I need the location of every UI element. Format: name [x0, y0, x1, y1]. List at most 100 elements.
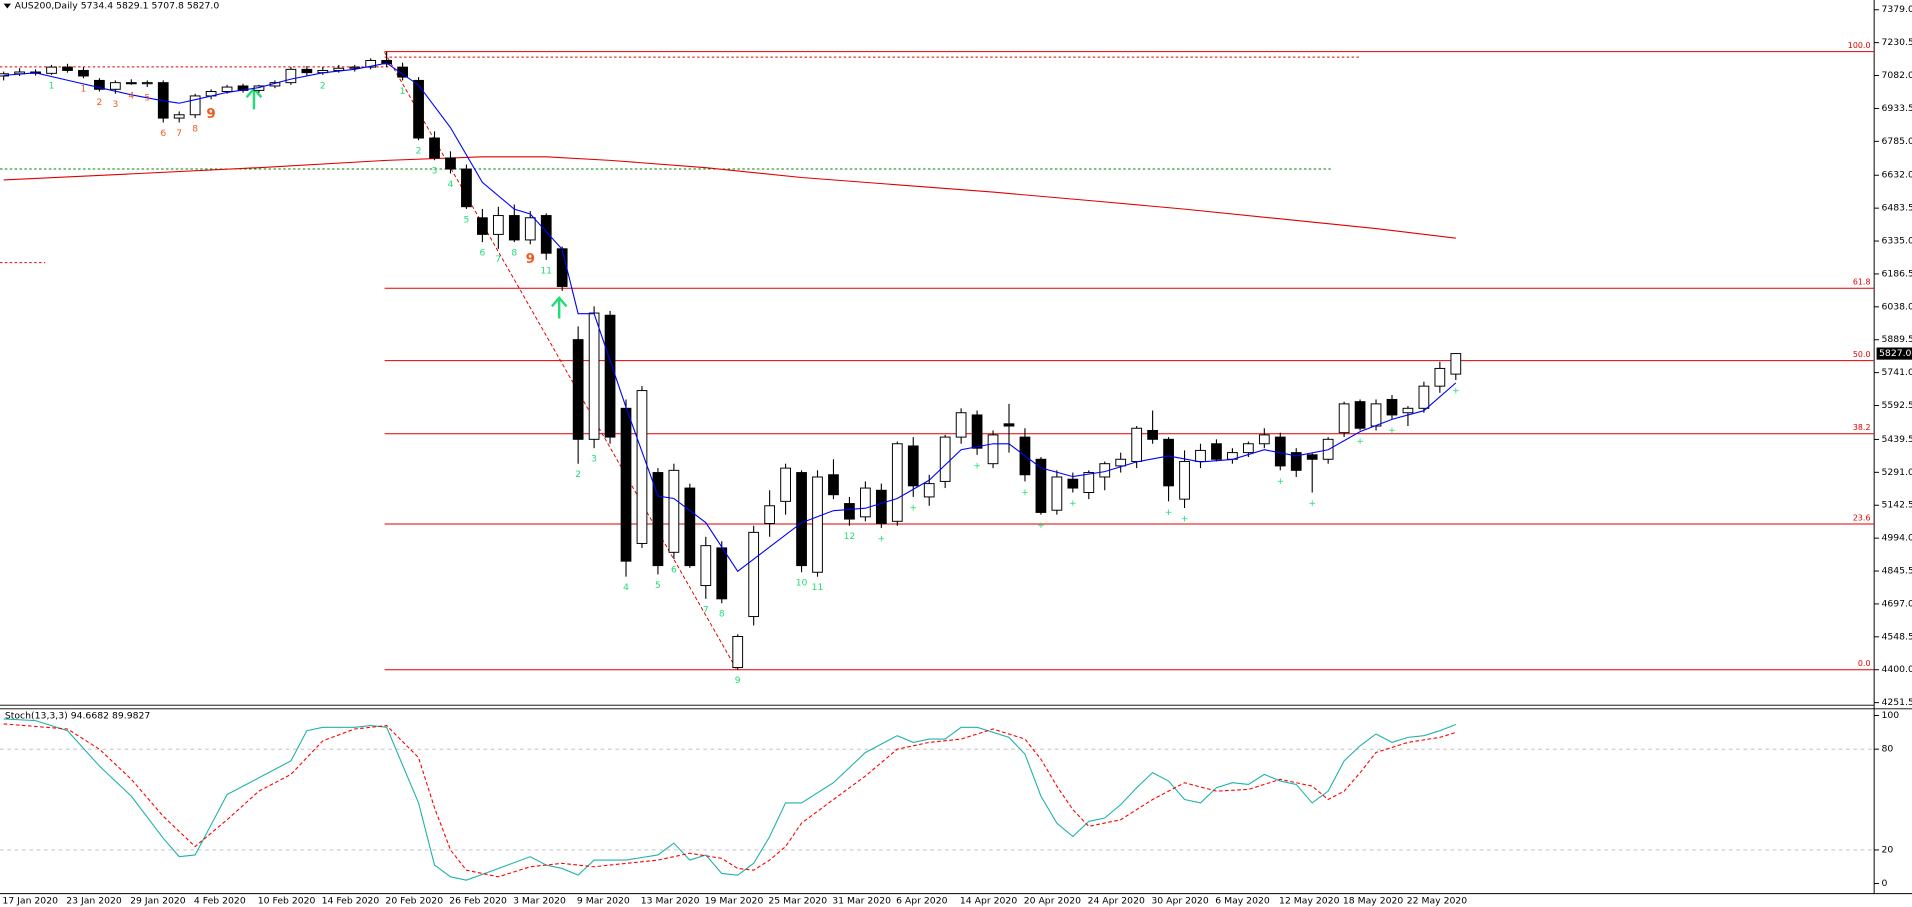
- candle-body: [173, 114, 185, 119]
- candle-body: [540, 215, 552, 254]
- candle-body: [461, 168, 472, 208]
- td-label: 1: [400, 87, 406, 97]
- candle-body: [907, 445, 919, 487]
- td-label: +: [1181, 514, 1189, 524]
- candle-body: [812, 476, 823, 573]
- x-tick-label: 25 Mar 2020: [768, 895, 827, 906]
- candle-body: [1386, 398, 1398, 416]
- td-label: 8: [192, 125, 198, 135]
- chart-title: AUS200,Daily 5734.4 5829.1 5707.8 5827.0: [15, 1, 220, 12]
- td-label: 4: [128, 91, 134, 101]
- candle-body: [891, 443, 903, 522]
- fib-label: 100.0: [1848, 41, 1871, 50]
- candle-body: [620, 407, 632, 562]
- candle-body: [796, 472, 807, 567]
- candle-body: [556, 248, 568, 287]
- y-tick-label: 6483.5: [1881, 203, 1912, 214]
- candle-body: [125, 82, 137, 85]
- fib-label: 38.2: [1853, 423, 1871, 432]
- candle-body: [844, 503, 855, 520]
- candle-body: [477, 217, 488, 235]
- td-label: +: [1356, 437, 1364, 447]
- candle-body: [524, 217, 536, 241]
- candle-body: [492, 215, 504, 235]
- x-tick-label: 22 May 2020: [1407, 895, 1468, 906]
- candle-body: [1306, 454, 1318, 460]
- fast-ma-line: [3, 62, 1457, 573]
- td-label: +: [1165, 508, 1173, 518]
- candle-body: [429, 137, 440, 159]
- candle-body: [971, 414, 983, 449]
- candle-body: [1434, 367, 1446, 387]
- fib-label: 0.0: [1858, 659, 1871, 668]
- x-tick-label: 10 Feb 2020: [258, 895, 316, 906]
- td-label: 9: [526, 252, 535, 267]
- td-label: 6: [479, 249, 485, 259]
- candle-body: [875, 489, 887, 524]
- td-label: 1: [49, 81, 55, 91]
- td-label: 3: [112, 100, 118, 110]
- y-tick-label: 6038.0: [1881, 301, 1912, 312]
- candle-body: [1163, 438, 1174, 487]
- candle-body: [381, 59, 393, 65]
- td-label: +: [878, 534, 886, 544]
- candle-body: [78, 69, 89, 77]
- candle-body: [636, 390, 648, 544]
- candle-body: [1338, 403, 1350, 434]
- x-tick-label: 3 Mar 2020: [513, 895, 566, 906]
- candle-body: [1083, 472, 1095, 493]
- x-tick-label: 12 May 2020: [1279, 895, 1340, 906]
- candle-body: [508, 215, 520, 241]
- candle-body: [46, 66, 57, 74]
- x-tick-label: 20 Feb 2020: [385, 895, 443, 906]
- candle-body: [1290, 452, 1302, 471]
- candle-body: [365, 59, 377, 68]
- candle-body: [1035, 458, 1047, 513]
- x-tick-label: 29 Jan 2020: [130, 895, 186, 906]
- candle-body: [109, 82, 121, 90]
- td-label: 2: [96, 98, 102, 108]
- td-label: 6: [160, 129, 166, 139]
- y-tick-label: 7230.5: [1881, 37, 1912, 48]
- candle-body: [94, 79, 105, 90]
- td-label: +: [1452, 386, 1460, 396]
- x-tick-label: 30 Apr 2020: [1151, 895, 1208, 906]
- td-label: +: [1388, 426, 1396, 436]
- y-tick-label: 5291.0: [1881, 467, 1912, 478]
- candle-body: [1450, 353, 1462, 375]
- y-tick-label: 6785.0: [1881, 136, 1912, 147]
- candle-body: [1067, 478, 1079, 489]
- td-label: 12: [844, 532, 856, 542]
- td-label: 4: [623, 583, 629, 593]
- x-tick-label: 6 May 2020: [1215, 895, 1270, 906]
- candle-body: [716, 547, 728, 600]
- td-label: +: [909, 503, 917, 513]
- buy-arrow: [550, 296, 568, 319]
- candle-body: [939, 436, 951, 482]
- x-tick-label: 13 Mar 2020: [641, 895, 700, 906]
- td-label: 2: [416, 147, 422, 157]
- x-tick-label: 23 Jan 2020: [66, 895, 122, 906]
- candle-body: [1258, 434, 1270, 445]
- y-tick-label: 6632.0: [1881, 170, 1912, 181]
- td-label: 8: [511, 249, 517, 259]
- td-label: +: [973, 461, 981, 471]
- td-label: 7: [176, 129, 182, 139]
- td-label: 2: [320, 81, 326, 91]
- candle-body: [189, 95, 201, 116]
- candle-body: [301, 68, 313, 74]
- td-label: 10: [796, 579, 808, 589]
- td-label: +: [1021, 488, 1029, 498]
- td-label: 4: [448, 180, 454, 190]
- stoch-tick-label: 80: [1881, 744, 1893, 755]
- y-tick-label: 5741.0: [1881, 367, 1912, 378]
- candle-body: [1131, 427, 1143, 462]
- td-label: 3: [432, 167, 438, 177]
- x-tick-label: 6 Apr 2020: [896, 895, 948, 906]
- candle-body: [668, 469, 680, 553]
- current-price-label: 5827.0: [1879, 348, 1912, 359]
- candle-body: [1195, 449, 1206, 462]
- td-label: 2: [575, 470, 581, 480]
- y-tick-label: 6335.0: [1881, 236, 1912, 247]
